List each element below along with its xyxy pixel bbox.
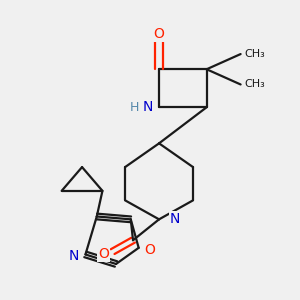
Text: N: N xyxy=(142,100,153,114)
Text: O: O xyxy=(145,243,155,257)
Text: CH₃: CH₃ xyxy=(244,49,265,59)
Text: O: O xyxy=(154,27,164,41)
Text: H: H xyxy=(130,101,139,114)
Text: CH₃: CH₃ xyxy=(244,80,265,89)
Text: O: O xyxy=(98,247,109,260)
Text: N: N xyxy=(69,249,79,263)
Text: N: N xyxy=(170,212,180,226)
